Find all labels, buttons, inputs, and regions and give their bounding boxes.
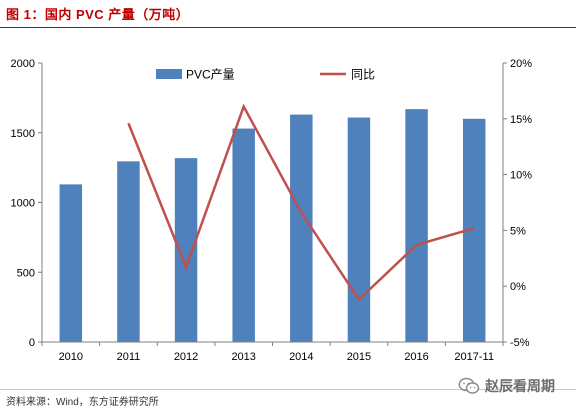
legend-label-line: 同比 (351, 68, 375, 82)
legend-label-bar: PVC产量 (186, 68, 235, 82)
bar-series (59, 109, 486, 343)
source-divider (0, 389, 576, 390)
bar-2013 (232, 128, 255, 342)
axes (38, 62, 507, 346)
line-series (127, 103, 475, 302)
x-tick-label: 2010 (59, 351, 83, 363)
y2-tick-label: 10% (510, 170, 532, 182)
x-tick-label: 2017-11 (454, 351, 494, 363)
x-tick-label: 2015 (347, 351, 371, 363)
y2-tick-label: 5% (510, 225, 526, 237)
x-tick-label: 2012 (174, 351, 198, 363)
watermark: 赵辰看周期 (458, 376, 555, 396)
y-tick-label: 1000 (11, 198, 35, 210)
legend: PVC产量 同比 (156, 68, 375, 82)
y2-tick-label: 0% (510, 281, 526, 293)
x-tick-label: 2014 (289, 351, 313, 363)
watermark-label: 赵辰看周期 (485, 378, 555, 394)
wechat-icon (458, 377, 480, 394)
bar-2015 (347, 117, 371, 342)
bar-2012 (174, 158, 198, 342)
y-tick-label: 1500 (11, 128, 35, 140)
y2-tick-label: -5% (510, 337, 530, 349)
x-tick-label: 2013 (231, 351, 255, 363)
y-tick-label: 2000 (11, 58, 35, 70)
x-tick-label: 2011 (117, 351, 141, 363)
x-tick-label: 2016 (404, 351, 428, 363)
bar-2014 (290, 114, 313, 343)
tick-labels: 0 500 1000 1500 2000 -5% 0% 5% 10% 15% 20% 2010 2011… (11, 58, 533, 363)
y2-tick-label: 15% (510, 114, 532, 126)
bar-2016 (405, 109, 428, 342)
y-tick-label: 500 (17, 267, 35, 279)
bar-2010 (59, 184, 83, 342)
title-divider (0, 27, 576, 28)
source-note: 资料来源：Wind，东方证券研究所 (6, 397, 159, 408)
y2-tick-label: 20% (510, 58, 532, 70)
bar-2017-11 (462, 118, 486, 342)
figure-title: 图 1：国内 PVC 产量（万吨） (6, 7, 190, 22)
legend-swatch-bar (156, 69, 182, 79)
bar-2011 (117, 161, 140, 342)
y-tick-label: 0 (29, 337, 35, 349)
